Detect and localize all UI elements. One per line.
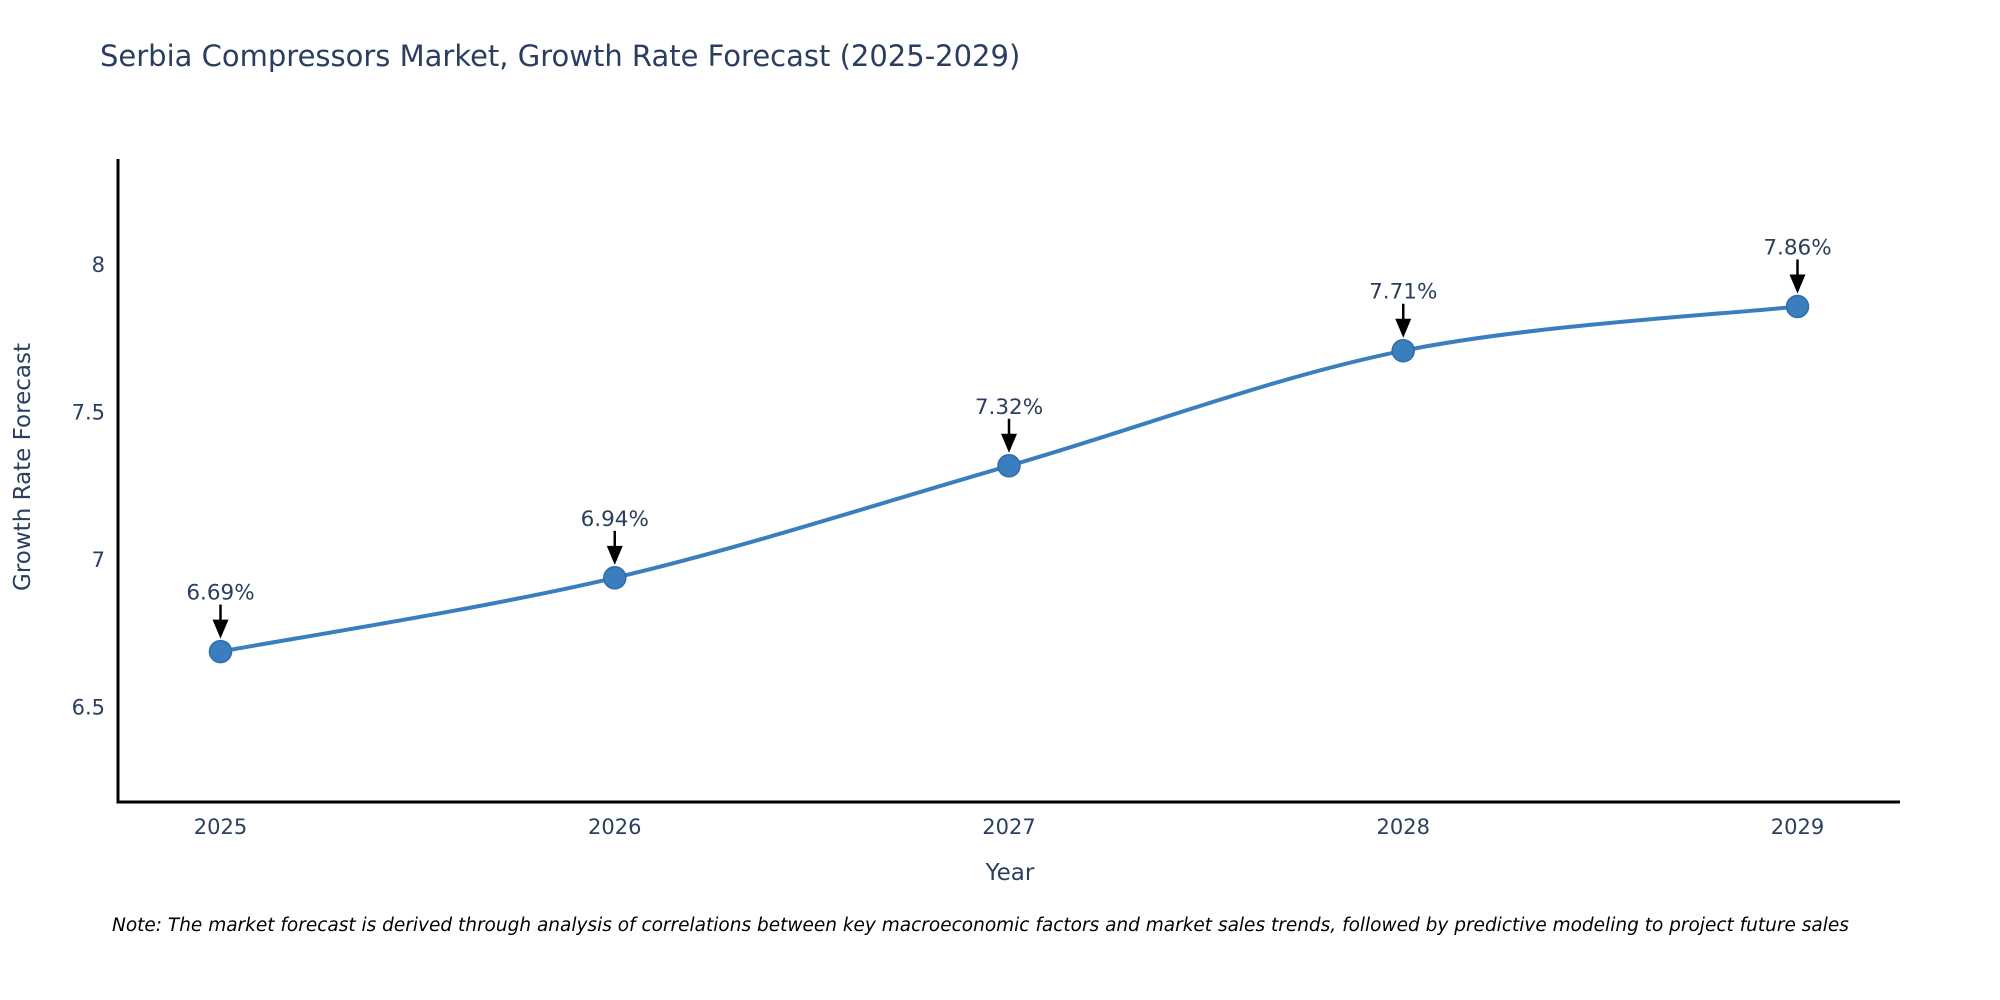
data-point — [997, 454, 1021, 478]
point-label: 7.32% — [975, 395, 1043, 420]
point-label: 6.94% — [581, 507, 649, 532]
y-tick-label: 7.5 — [72, 401, 105, 425]
x-tick-label: 2027 — [982, 815, 1035, 839]
annotation-arrow-head — [1001, 433, 1017, 453]
chart-title: Serbia Compressors Market, Growth Rate F… — [100, 39, 1021, 73]
annotation-arrow-head — [1789, 274, 1806, 294]
y-tick-label: 7 — [92, 548, 105, 572]
point-label: 7.86% — [1763, 235, 1831, 260]
x-axis-title: Year — [985, 860, 1035, 886]
y-tick-label: 8 — [92, 253, 105, 277]
point-label: 7.71% — [1369, 280, 1437, 305]
x-tick-label: 2028 — [1377, 815, 1430, 839]
trend-line — [218, 304, 1800, 654]
footnote: Note: The market forecast is derived thr… — [112, 915, 1849, 936]
x-tick-label: 2026 — [588, 815, 641, 839]
x-tick-label: 2025 — [194, 815, 247, 839]
annotation-arrow-head — [1395, 318, 1412, 338]
y-tick-label: 6.5 — [72, 696, 105, 720]
data-point — [1785, 294, 1810, 319]
point-label: 6.69% — [186, 581, 254, 606]
data-point — [603, 566, 627, 590]
x-tick-label: 2029 — [1771, 815, 1824, 839]
annotation-arrow-head — [606, 545, 623, 565]
data-point — [1391, 338, 1415, 363]
annotation-arrow-head — [212, 619, 229, 639]
data-point — [208, 639, 233, 664]
y-axis-title: Growth Rate Forecast — [10, 343, 36, 591]
